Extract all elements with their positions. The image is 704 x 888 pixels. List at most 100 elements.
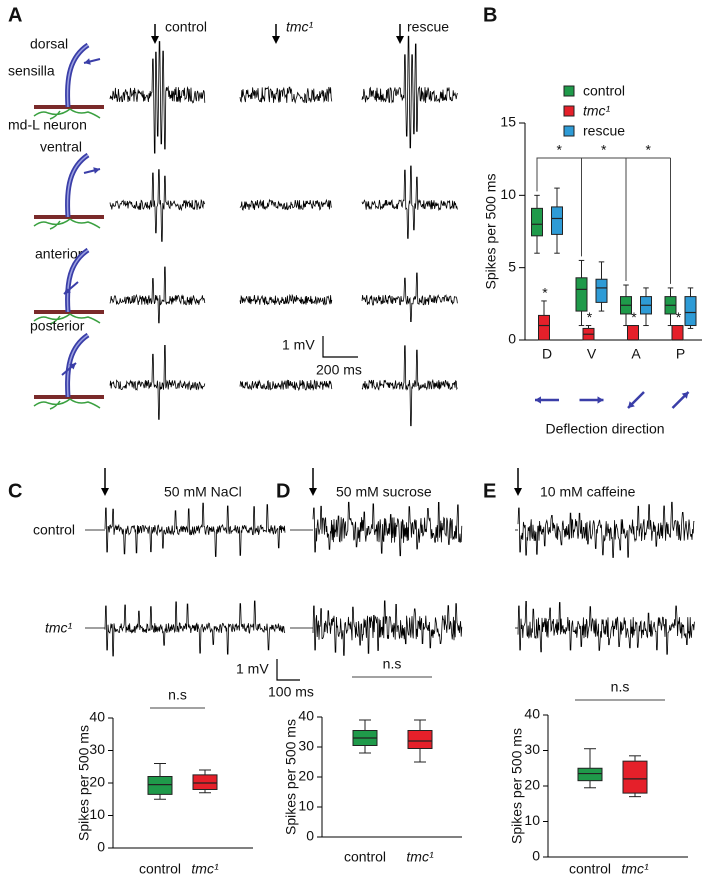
panel-label: A (8, 4, 22, 26)
y-tick-label: 40 (298, 708, 314, 724)
y-tick-label: 0 (508, 331, 516, 347)
scale-voltage: 1 mV (236, 661, 269, 677)
x-tick-label: control (139, 861, 181, 877)
sensilla-inner (66, 44, 89, 108)
arrow-head (151, 36, 159, 44)
panel-label: B (483, 4, 497, 26)
y-tick-label: 30 (524, 741, 540, 757)
arrow-head (101, 488, 109, 496)
box-plot (407, 719, 433, 763)
box-plot (551, 187, 563, 254)
x-tick-label: A (631, 346, 641, 362)
neuron (33, 313, 101, 325)
box-plot (640, 287, 652, 327)
significance-star: * (557, 142, 563, 158)
scale-voltage: 1 mV (282, 337, 315, 353)
box-plot (595, 261, 608, 312)
box-plot (582, 325, 595, 341)
bracket (536, 157, 671, 284)
y-tick-label: 20 (89, 774, 105, 790)
arrow-head (681, 392, 689, 399)
legend-label: tmc¹ (583, 103, 611, 119)
box-plot (684, 287, 697, 329)
trace (312, 600, 463, 656)
scale-bar (276, 659, 300, 681)
box (595, 278, 608, 303)
scale-bar (322, 336, 358, 358)
trace (239, 293, 333, 306)
neuron (33, 398, 101, 410)
trace (239, 85, 333, 104)
significance-star: * (631, 309, 637, 325)
x-tick-label: D (542, 346, 552, 362)
sensilla-inner (66, 334, 89, 398)
x-tick-label: P (676, 346, 685, 362)
arrow-head (535, 396, 541, 404)
arrow-head (514, 488, 522, 496)
legend-label: rescue (583, 123, 625, 139)
chart-title: 50 mM sucrose (336, 484, 432, 500)
box-plot (664, 287, 677, 327)
box (627, 325, 639, 341)
y-tick-label: 30 (89, 741, 105, 757)
trace (361, 35, 458, 149)
panel-label: E (483, 480, 496, 502)
box-plot (627, 325, 639, 341)
significance-star: * (646, 142, 652, 158)
legend-swatch (563, 85, 575, 97)
box-plot (192, 769, 218, 794)
y-tick-label: 10 (500, 186, 516, 202)
significance-star: * (542, 285, 548, 301)
box-plot (352, 719, 378, 754)
sensilla-inner (66, 154, 89, 218)
y-tick-label: 10 (524, 812, 540, 828)
y-tick-label: 20 (298, 768, 314, 784)
direction-label: posterior (30, 318, 85, 334)
arrow-head (597, 396, 604, 404)
box (622, 760, 648, 794)
neuron (33, 218, 101, 230)
y-axis-title: Spikes per 500 ms (76, 725, 92, 841)
panel-label: C (8, 480, 22, 502)
trace (109, 169, 206, 242)
y-tick-label: 10 (89, 806, 105, 822)
box (577, 767, 603, 782)
y-tick-label: 10 (298, 798, 314, 814)
column-label: tmc¹ (286, 19, 314, 35)
sensilla-inner (66, 249, 89, 313)
neuron (33, 108, 101, 120)
box-plot (538, 300, 550, 341)
trace (361, 165, 458, 239)
trace (104, 502, 286, 557)
box (531, 207, 543, 237)
trace (239, 379, 333, 392)
arrow-head (93, 167, 100, 174)
trace (517, 501, 695, 558)
significance-star: * (601, 142, 607, 158)
box-plot (575, 259, 588, 327)
box (407, 730, 433, 749)
sensilla-label: sensilla (8, 63, 55, 79)
panel-label: D (276, 480, 290, 502)
arrow-head (396, 36, 404, 44)
box (538, 314, 550, 341)
x-tick-label: control (344, 849, 386, 865)
neuron-label: md-L neuron (8, 117, 87, 133)
trace (109, 266, 206, 324)
y-tick-label: 0 (306, 828, 314, 844)
x-tick-label: tmc¹ (621, 861, 649, 877)
box (684, 296, 697, 327)
significance-star: * (676, 309, 682, 325)
y-axis-title: Spikes per 500 ms (509, 728, 525, 844)
column-label: control (165, 19, 207, 35)
y-tick-label: 30 (298, 738, 314, 754)
y-tick-label: 15 (500, 114, 516, 130)
trace (109, 41, 206, 154)
box-plot (147, 763, 173, 800)
x-tick-label: tmc¹ (406, 849, 434, 865)
chart-title: 50 mM NaCl (164, 484, 242, 500)
box (551, 206, 563, 235)
scale-time: 100 ms (268, 684, 314, 700)
x-tick-label: tmc¹ (191, 861, 219, 877)
y-tick-label: 20 (524, 777, 540, 793)
